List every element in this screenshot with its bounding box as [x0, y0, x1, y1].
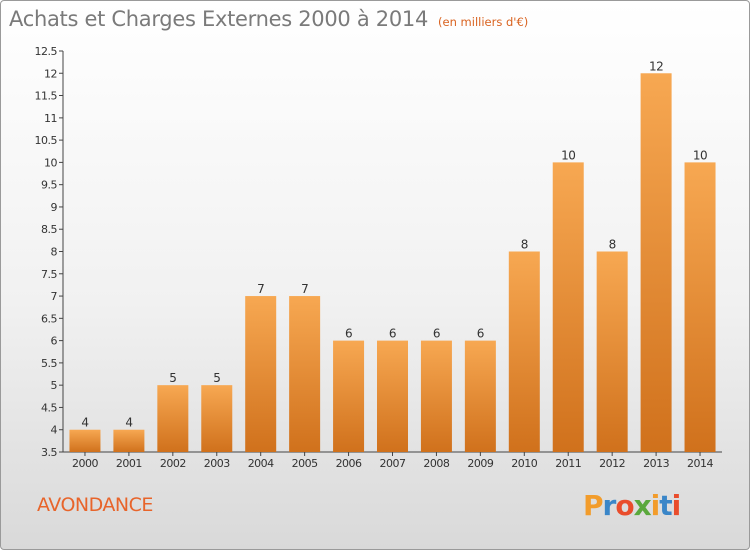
y-tick-label: 11 [44, 112, 57, 125]
bar-value-label: 10 [693, 148, 707, 162]
y-tick-label: 12.5 [35, 45, 58, 58]
bar [377, 340, 408, 452]
chart-title: Achats et Charges Externes 2000 à 2014 (e… [9, 7, 528, 31]
x-tick-label: 2013 [643, 457, 669, 470]
logo-letter: i [650, 489, 661, 522]
y-tick-label: 4 [51, 424, 58, 437]
bar-value-label: 8 [609, 238, 616, 252]
bar-value-label: 6 [389, 327, 396, 341]
x-tick-label: 2009 [467, 457, 493, 470]
bar [464, 340, 496, 452]
chart-title-text: Achats et Charges Externes 2000 à 2014 [9, 7, 429, 31]
x-tick-label: 2010 [511, 457, 537, 470]
x-tick-label: 2003 [204, 457, 230, 470]
x-tick-label: 2008 [423, 457, 449, 470]
x-tick-label: 2002 [160, 457, 186, 470]
bar-value-label: 7 [257, 282, 264, 296]
bar [508, 251, 540, 452]
y-tick-label: 8 [51, 246, 58, 259]
y-tick-label: 4.5 [41, 401, 57, 414]
bar [69, 429, 101, 452]
bar-value-label: 10 [561, 148, 575, 162]
bar [420, 340, 452, 452]
bar-value-label: 8 [521, 238, 528, 252]
x-tick-label: 2000 [72, 457, 98, 470]
y-tick-label: 10 [44, 156, 57, 169]
logo-letter: t [659, 489, 672, 522]
bar-value-label: 6 [433, 327, 440, 341]
bar [157, 385, 189, 452]
y-tick-label: 6.5 [41, 312, 57, 325]
y-tick-label: 11.5 [35, 90, 58, 103]
y-tick-label: 10.5 [35, 134, 58, 147]
y-tick-label: 8.5 [41, 223, 57, 236]
x-tick-label: 2011 [555, 457, 581, 470]
chart-unit: (en milliers d'€) [438, 15, 529, 29]
bar-value-label: 7 [301, 282, 308, 296]
y-tick-label: 7 [51, 290, 58, 303]
logo-letter: i [671, 489, 682, 522]
y-tick-label: 5.5 [41, 357, 57, 370]
y-tick-label: 5 [51, 379, 58, 392]
y-tick-label: 7.5 [41, 268, 57, 281]
bar-value-label: 6 [477, 327, 484, 341]
proxiti-logo: Proxiti [583, 489, 682, 522]
y-tick-label: 3.5 [41, 446, 57, 459]
bar [552, 162, 584, 452]
y-tick-label: 6 [51, 335, 58, 348]
y-tick-label: 9 [51, 201, 58, 214]
bar [596, 251, 628, 452]
x-tick-label: 2007 [380, 457, 406, 470]
logo-letter: o [615, 489, 634, 522]
bar [245, 296, 277, 452]
x-tick-label: 2006 [336, 457, 362, 470]
y-tick-label: 9.5 [41, 179, 57, 192]
y-tick-label: 12 [44, 67, 57, 80]
logo-letter: P [583, 489, 604, 522]
x-tick-label: 2004 [248, 457, 274, 470]
logo-letter: r [602, 489, 617, 522]
bar-chart: 3.5 4 4.5 5 5.5 6 6.5 7 7.5 8 8.5 9 9.5 10 10.5 11 11.5 1… [35, 45, 722, 470]
bar [684, 162, 716, 452]
bar [333, 340, 365, 452]
bar [640, 73, 672, 453]
bar [289, 296, 321, 452]
bar-value-label: 4 [125, 416, 132, 430]
bar-value-label: 4 [81, 416, 88, 430]
x-tick-label: 2005 [292, 457, 318, 470]
bar-value-label: 12 [649, 59, 663, 73]
bar [113, 429, 145, 452]
bar-value-label: 6 [345, 327, 352, 341]
x-tick-label: 2001 [116, 457, 142, 470]
logo-letter: x [633, 489, 652, 522]
bar [201, 385, 233, 452]
x-tick-label: 2012 [599, 457, 625, 470]
bar-value-label: 5 [213, 371, 220, 385]
x-tick-label: 2014 [687, 457, 713, 470]
commune-name: AVONDANCE [37, 494, 153, 516]
bar-value-label: 5 [169, 371, 176, 385]
